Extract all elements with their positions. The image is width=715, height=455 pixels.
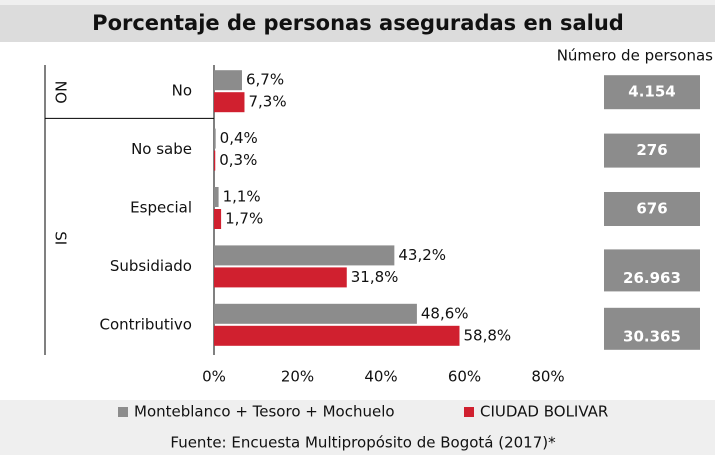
bar [214, 209, 222, 229]
value-label: 48,6% [421, 304, 469, 322]
bar [214, 128, 216, 149]
x-tick-label: 40% [364, 368, 397, 386]
bar [214, 92, 245, 113]
personas-box [604, 192, 700, 226]
source: Fuente: Encuesta Multipropósito de Bogot… [170, 434, 556, 452]
personas-label: 26.963 [623, 269, 681, 287]
personas-box [604, 133, 700, 168]
legend-swatch [464, 407, 474, 417]
title-band [0, 5, 715, 42]
value-label: 58,8% [463, 326, 511, 344]
legend-label: CIUDAD BOLIVAR [480, 403, 608, 421]
bar [214, 245, 395, 266]
group-label: NO [52, 81, 70, 104]
personas-label: 4.154 [628, 83, 675, 101]
chart-title: Porcentaje de personas aseguradas en sal… [92, 11, 624, 35]
x-tick-label: 0% [202, 368, 226, 386]
bar [214, 150, 216, 171]
value-label: 43,2% [398, 246, 446, 264]
value-label: 1,1% [223, 188, 261, 206]
y-tick-label: Especial [130, 199, 192, 217]
y-tick-label: No sabe [131, 140, 192, 158]
x-tick-label: 60% [448, 368, 481, 386]
personas-box [604, 307, 700, 350]
bar [214, 187, 219, 207]
personas-label: 676 [636, 200, 667, 218]
bar [214, 325, 460, 346]
y-tick-label: Contributivo [99, 315, 192, 333]
value-label: 6,7% [246, 71, 284, 89]
personas-title: Número de personas [557, 47, 713, 65]
legend-label: Monteblanco + Tesoro + Mochuelo [134, 403, 395, 421]
y-tick-label: No [172, 82, 192, 100]
x-tick-label: 80% [531, 368, 564, 386]
value-label: 1,7% [225, 210, 263, 228]
value-label: 7,3% [248, 93, 286, 111]
y-tick-label: Subsidiado [110, 257, 192, 275]
personas-box [604, 249, 700, 292]
personas-box [604, 75, 700, 110]
group-label: SI [52, 231, 70, 245]
bar [214, 303, 417, 324]
legend-swatch [118, 407, 128, 417]
value-label: 0,3% [219, 151, 257, 169]
personas-label: 276 [636, 141, 667, 159]
value-label: 0,4% [220, 129, 258, 147]
bar [214, 70, 242, 91]
value-label: 31,8% [351, 268, 399, 286]
x-tick-label: 20% [281, 368, 314, 386]
bar [214, 267, 347, 288]
personas-label: 30.365 [623, 327, 681, 345]
